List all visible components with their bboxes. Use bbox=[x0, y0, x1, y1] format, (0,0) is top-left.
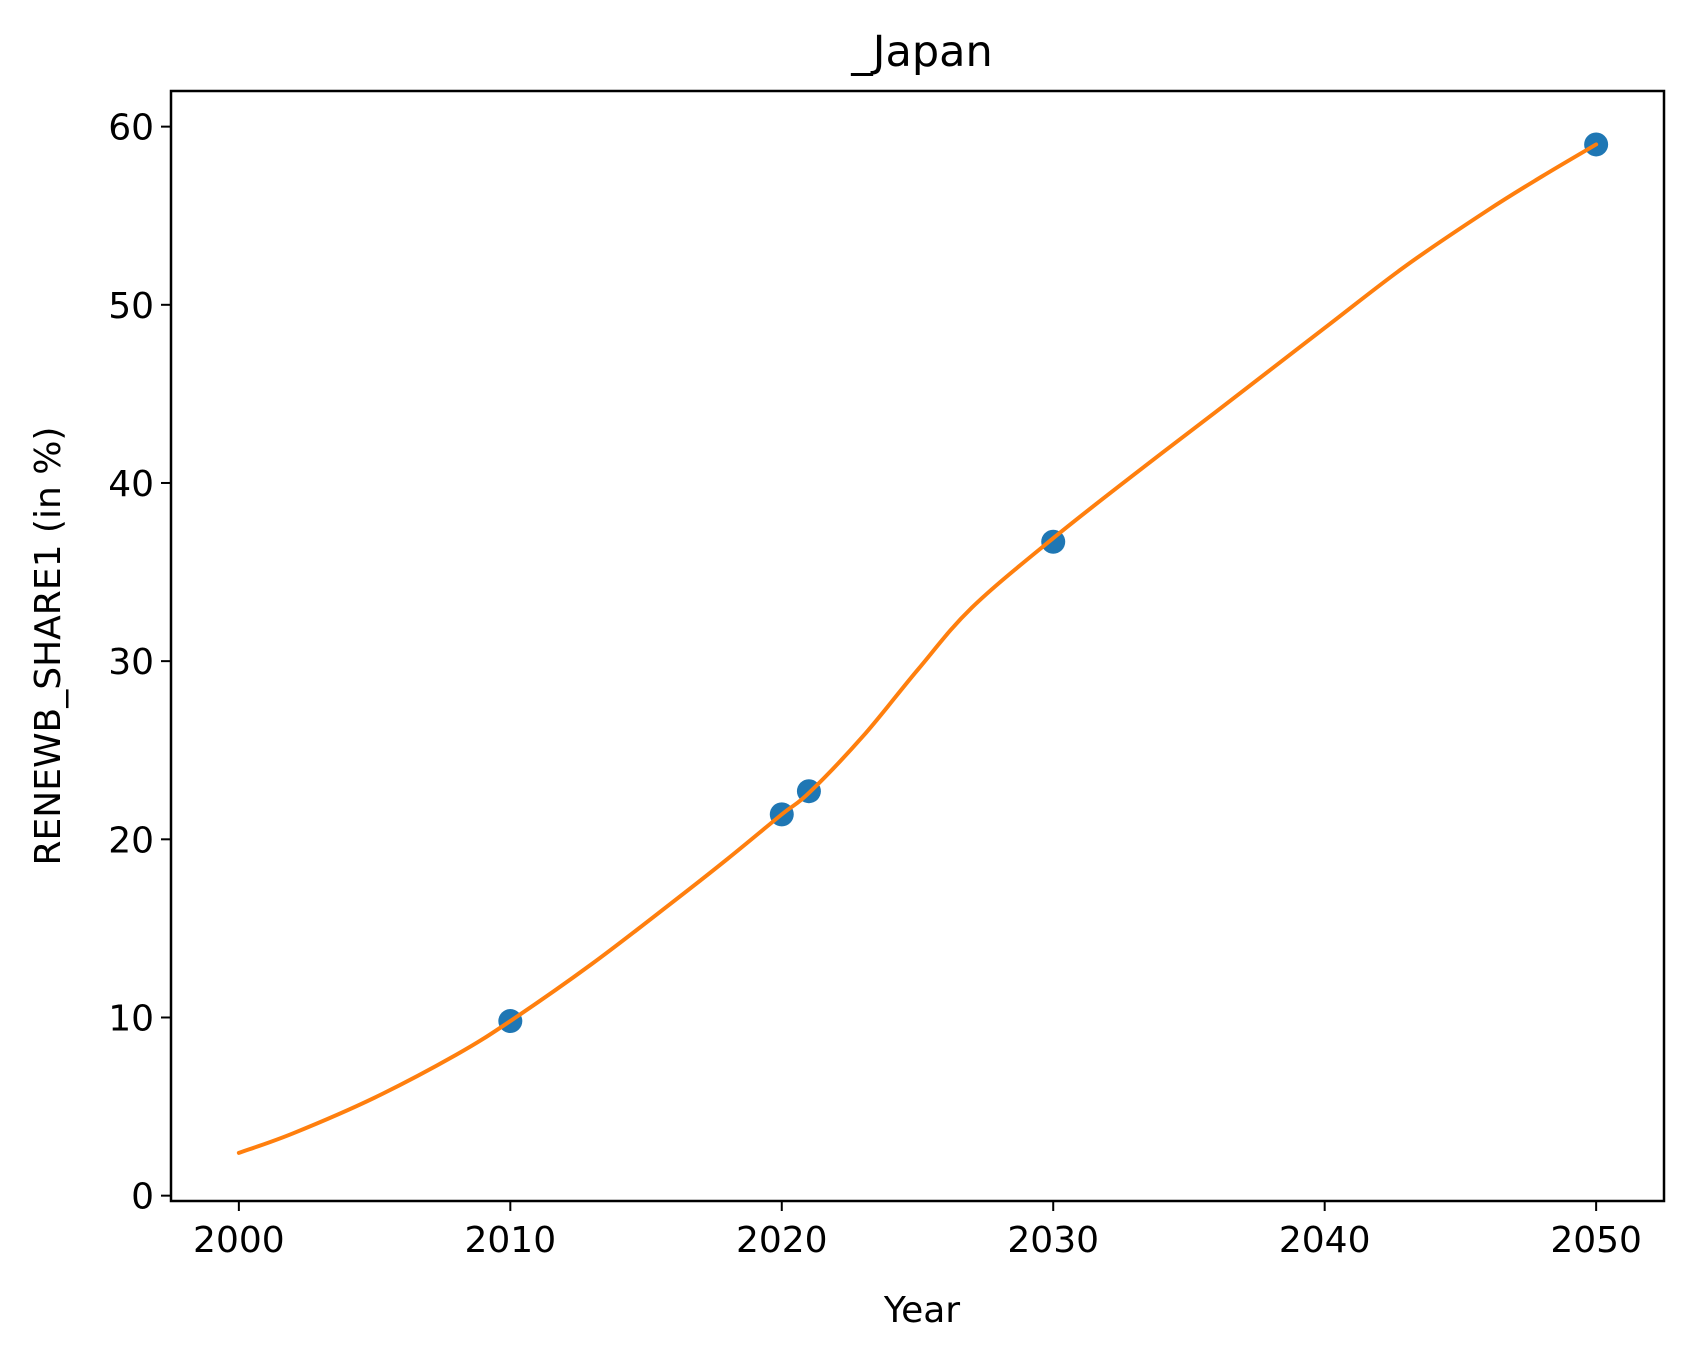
y-tick-label: 10 bbox=[108, 998, 154, 1039]
y-tick-label: 40 bbox=[108, 464, 154, 505]
fit-line bbox=[236, 142, 1599, 1155]
y-tick-label: 30 bbox=[108, 642, 154, 683]
y-tick-label: 0 bbox=[131, 1177, 154, 1218]
plot-frame bbox=[169, 89, 1666, 1203]
x-tick-label: 2020 bbox=[736, 1220, 828, 1261]
x-tick-label: 2010 bbox=[465, 1220, 557, 1261]
y-axis-label: RENEWB_SHARE1 (in %) bbox=[28, 427, 69, 866]
plot-area bbox=[236, 132, 1609, 1155]
x-tick-label: 2050 bbox=[1550, 1220, 1642, 1261]
x-axis-label: Year bbox=[883, 1290, 960, 1331]
x-axis: 2000 2010 2020 2030 2040 2050 bbox=[193, 1201, 1642, 1261]
y-tick-label: 20 bbox=[108, 820, 154, 861]
chart-title: _Japan bbox=[850, 27, 992, 77]
y-tick-label: 60 bbox=[108, 108, 154, 149]
x-tick-label: 2030 bbox=[1007, 1220, 1099, 1261]
x-tick-label: 2040 bbox=[1279, 1220, 1371, 1261]
y-tick-label: 50 bbox=[108, 286, 154, 327]
x-tick-label: 2000 bbox=[193, 1220, 285, 1261]
y-axis: 0 10 20 30 40 50 60 bbox=[108, 108, 171, 1218]
